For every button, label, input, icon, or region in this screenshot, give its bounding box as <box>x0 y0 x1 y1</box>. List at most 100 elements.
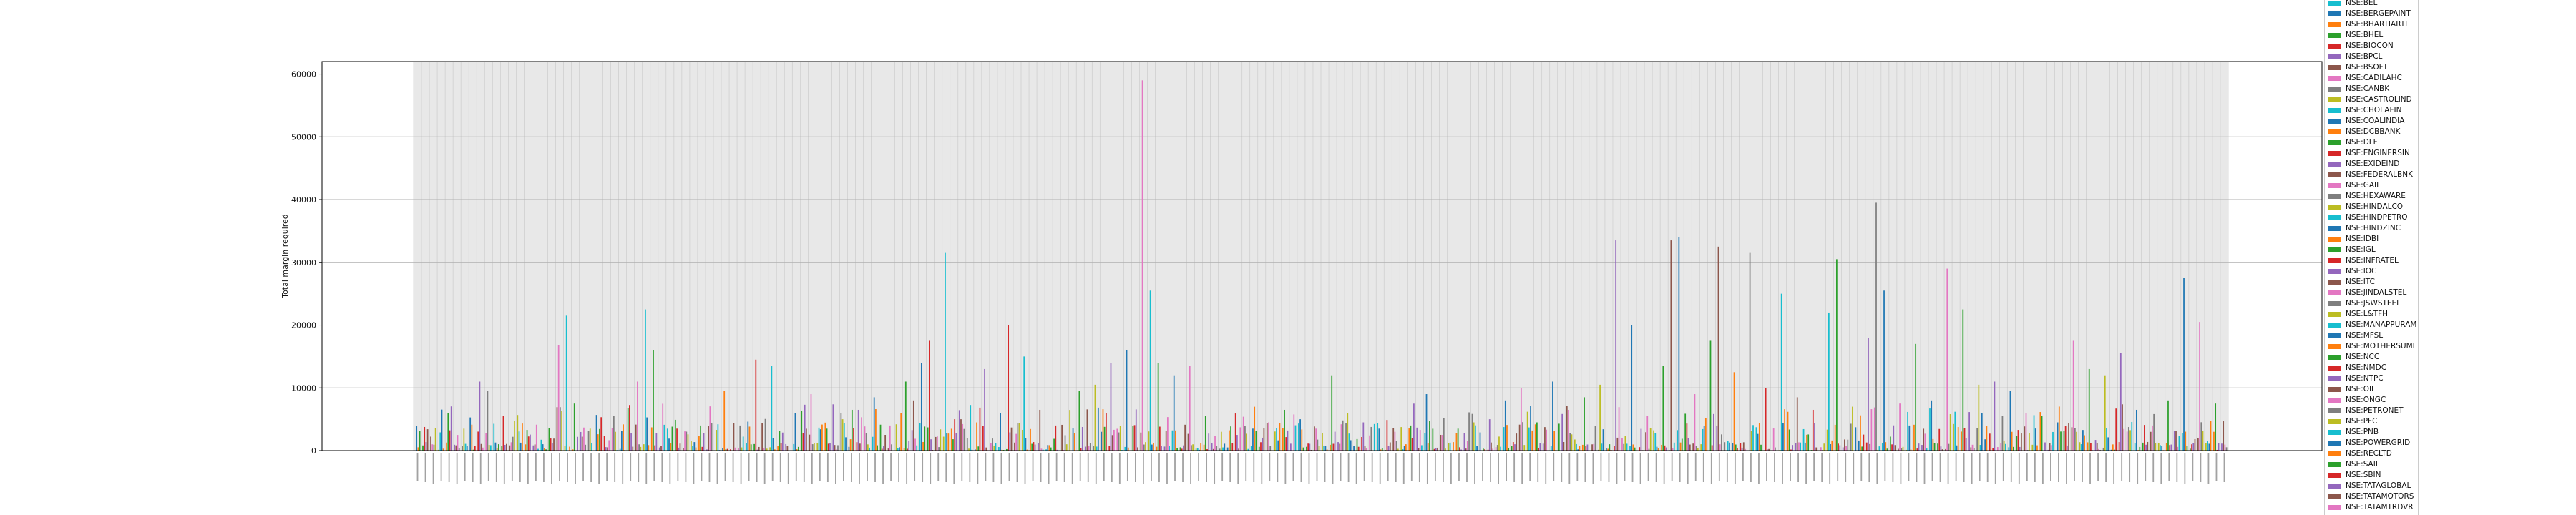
bar <box>1318 446 1320 451</box>
bar <box>2213 431 2215 451</box>
bar <box>477 431 479 451</box>
bar <box>2173 431 2175 451</box>
bar <box>1179 447 1181 451</box>
x-tick-label <box>1939 453 1941 482</box>
bar <box>756 449 758 451</box>
bar <box>2127 427 2129 451</box>
bar <box>758 446 760 451</box>
x-tick-label <box>1395 453 1397 482</box>
bar <box>458 448 460 451</box>
legend-item: NSE:INFRATEL <box>2325 255 2399 265</box>
bar <box>1033 442 1035 451</box>
x-tick-label <box>1474 453 1475 484</box>
bar <box>637 381 638 451</box>
legend-swatch <box>2328 129 2341 134</box>
bar <box>1795 443 1797 451</box>
bar <box>1842 447 1844 451</box>
bar <box>1806 434 1807 451</box>
bar <box>2175 431 2177 451</box>
bar <box>1337 442 1339 451</box>
bar <box>1323 446 1325 451</box>
bar <box>1765 388 1767 451</box>
bar <box>1274 431 1276 451</box>
bar <box>746 443 747 451</box>
x-tick-label <box>1308 453 1310 484</box>
bar <box>1962 309 1964 451</box>
legend-swatch <box>2328 322 2341 328</box>
bar <box>1173 375 1175 451</box>
legend-swatch <box>2328 279 2341 285</box>
bar <box>1758 423 1760 451</box>
x-tick-label <box>543 453 545 482</box>
x-tick-label <box>2176 453 2178 482</box>
x-tick-label <box>2041 453 2044 484</box>
bar <box>422 445 424 451</box>
legend-label: NSE:JSWSTEEL <box>2346 299 2401 308</box>
bar <box>1118 432 1120 451</box>
bar <box>725 449 727 451</box>
bar <box>802 433 804 451</box>
x-tick-label <box>2089 453 2091 484</box>
bar <box>1153 443 1154 451</box>
bar <box>1546 429 1547 451</box>
x-tick-label <box>961 453 963 481</box>
bar <box>887 448 889 451</box>
bar <box>1885 442 1887 451</box>
bar <box>1875 202 1877 451</box>
bar <box>2224 444 2226 451</box>
bar <box>1577 449 1579 451</box>
bar <box>417 447 419 451</box>
bar <box>591 443 592 451</box>
bar <box>2114 449 2115 451</box>
legend-swatch <box>2328 472 2341 478</box>
legend-item: NSE:POWERGRID <box>2325 438 2410 448</box>
bar <box>1111 435 1113 451</box>
bar <box>1749 252 1751 451</box>
x-tick-label <box>1174 453 1176 481</box>
bar <box>2066 445 2068 451</box>
bar <box>1514 444 1516 451</box>
bar <box>466 446 468 451</box>
bar <box>859 443 861 451</box>
x-tick-label <box>1994 453 1996 484</box>
bar <box>875 409 877 451</box>
bar <box>1538 448 1539 451</box>
bar <box>1954 411 1956 451</box>
bar <box>1047 445 1049 451</box>
bar <box>1713 413 1714 451</box>
bar <box>1812 409 1814 451</box>
bar <box>701 446 703 451</box>
bar <box>819 429 821 451</box>
bar <box>827 443 829 451</box>
legend-swatch <box>2328 32 2341 38</box>
bar <box>1784 409 1785 451</box>
bar <box>958 410 960 451</box>
bar <box>942 436 945 451</box>
x-tick-label <box>1300 453 1302 482</box>
x-tick-label <box>1166 453 1168 484</box>
x-tick-label <box>819 453 821 481</box>
bar <box>814 443 815 451</box>
bar <box>806 428 807 451</box>
x-tick-label <box>1766 453 1767 481</box>
bar <box>1757 433 1759 451</box>
bar <box>572 449 574 451</box>
bar <box>1528 427 1530 451</box>
x-tick-label <box>2168 453 2170 481</box>
bar <box>1662 366 1664 451</box>
x-tick-label <box>2066 453 2067 484</box>
bar <box>1948 443 1950 451</box>
x-tick-label <box>2152 453 2155 482</box>
bar <box>1678 237 1680 451</box>
bar <box>1870 409 1873 451</box>
bar <box>1410 425 1412 451</box>
bar <box>510 442 512 451</box>
bar <box>632 446 634 451</box>
x-tick-label <box>2113 453 2115 484</box>
bar <box>1045 449 1047 451</box>
bar <box>2157 443 2160 451</box>
bar <box>755 359 757 451</box>
bar <box>1250 446 1252 451</box>
bar <box>489 445 492 451</box>
bar <box>663 424 665 451</box>
